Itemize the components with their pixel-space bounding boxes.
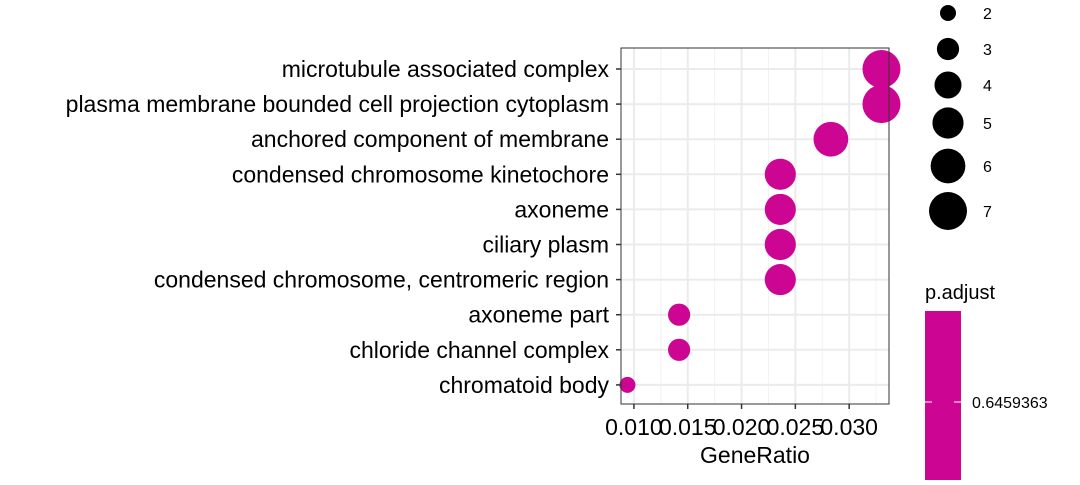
size-legend-key bbox=[930, 148, 966, 184]
y-tick-label: microtubule associated complex bbox=[282, 56, 610, 82]
y-tick-label: plasma membrane bounded cell projection … bbox=[66, 91, 609, 117]
size-legend-label: 5 bbox=[983, 116, 992, 133]
x-tick-label: 0.030 bbox=[820, 414, 878, 440]
data-point bbox=[764, 228, 796, 261]
size-legend-label: 6 bbox=[983, 159, 992, 176]
data-point bbox=[619, 376, 636, 393]
color-legend: p.adjust 0.6459363 bbox=[925, 282, 1048, 480]
size-legend-key bbox=[940, 5, 956, 21]
x-tick-label: 0.025 bbox=[767, 414, 825, 440]
y-tick-label: axoneme part bbox=[468, 302, 609, 328]
data-point bbox=[764, 193, 796, 225]
size-legend-label: 2 bbox=[983, 6, 992, 23]
size-legend-key bbox=[929, 192, 967, 230]
y-tick-label: chromatoid body bbox=[439, 372, 610, 398]
y-tick-label: condensed chromosome, centromeric region bbox=[154, 267, 609, 293]
size-legend-key bbox=[932, 107, 964, 139]
data-point bbox=[862, 50, 901, 88]
y-tick-label: axoneme bbox=[514, 196, 609, 222]
data-point bbox=[764, 158, 796, 190]
y-axis: microtubule associated complex plasma mem… bbox=[66, 56, 621, 398]
size-legend-key bbox=[934, 71, 962, 99]
size-legend-key bbox=[936, 37, 960, 61]
x-axis-title: GeneRatio bbox=[700, 442, 810, 468]
data-point bbox=[813, 121, 849, 157]
size-legend: 2 3 4 5 6 7 bbox=[929, 5, 992, 230]
data-point bbox=[668, 338, 691, 361]
points-layer bbox=[619, 50, 901, 393]
color-legend-label: 0.6459363 bbox=[972, 395, 1048, 412]
color-legend-title: p.adjust bbox=[925, 282, 995, 304]
y-tick-label: condensed chromosome kinetochore bbox=[232, 161, 609, 187]
data-point bbox=[862, 85, 901, 124]
y-tick-label: anchored component of membrane bbox=[251, 126, 609, 152]
x-tick-label: 0.015 bbox=[659, 414, 717, 440]
y-tick-label: chloride channel complex bbox=[349, 337, 609, 363]
panel-border bbox=[620, 47, 890, 405]
size-legend-label: 4 bbox=[983, 78, 992, 95]
x-tick-label: 0.020 bbox=[713, 414, 771, 440]
grid-layer bbox=[621, 48, 889, 404]
color-legend-bar bbox=[925, 311, 961, 480]
size-legend-label: 3 bbox=[983, 42, 992, 59]
data-point bbox=[668, 303, 691, 326]
x-tick-label: 0.010 bbox=[605, 414, 663, 440]
y-tick-label: ciliary plasm bbox=[482, 232, 609, 258]
data-point bbox=[764, 264, 796, 296]
size-legend-label: 7 bbox=[983, 204, 992, 221]
